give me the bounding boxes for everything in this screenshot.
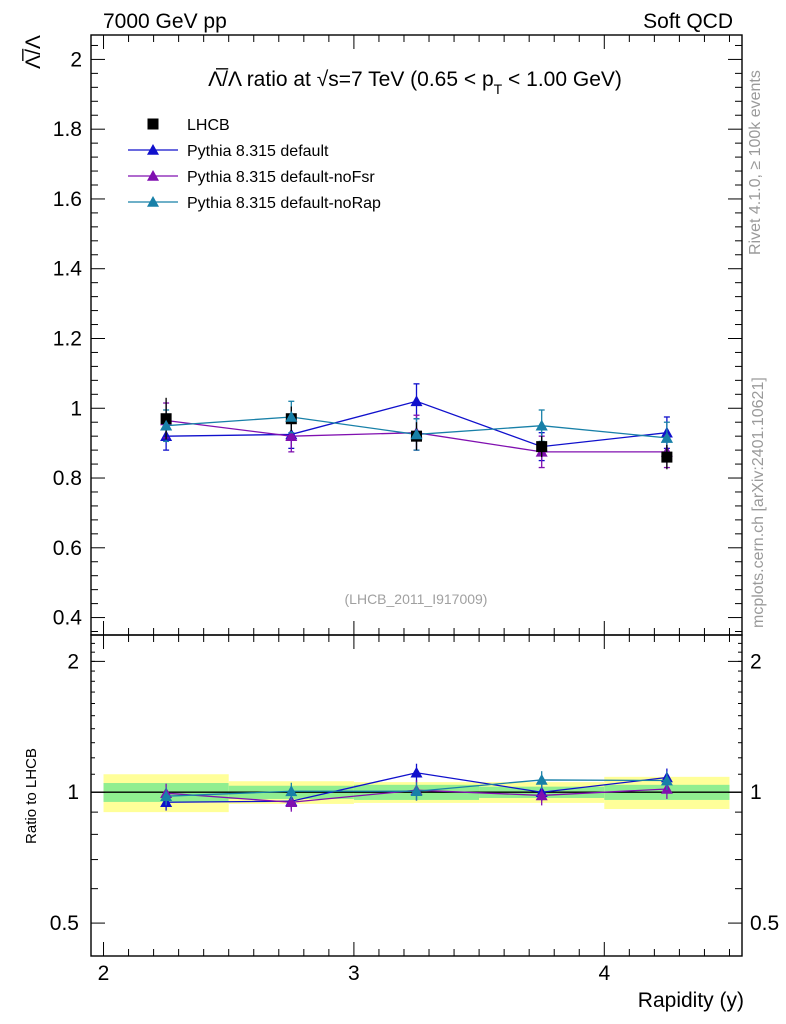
ratio-y-tick-label-right: 0.5	[750, 912, 779, 935]
legend-marker-data	[147, 118, 159, 130]
y-tick-label: 1.4	[53, 258, 83, 281]
ratio-y-tick-label: 0.5	[50, 912, 79, 935]
series-point-top	[660, 431, 673, 443]
plot-title-sub: T	[494, 81, 503, 97]
ratio-point	[535, 773, 548, 785]
series-point	[285, 430, 298, 441]
header-right: Soft QCD	[643, 10, 733, 33]
ratio-y-axis-title: Ratio to LHCB	[23, 748, 40, 844]
series-point-top	[410, 428, 423, 440]
series-point-top	[535, 419, 548, 431]
ratio-y-tick-label: 2	[67, 650, 79, 673]
main-plot-panel: 2 3 4 0.4 0.6 0.8 1 1.2 1.4 1.6 1.8 2	[53, 34, 743, 985]
ratio-point	[285, 796, 298, 808]
y-tick-label: 0.4	[53, 607, 83, 630]
plot-title: Λ̅/Λ ratio at √s=7 TeV (0.65 < pT < 1.00…	[208, 68, 622, 97]
legend-marker	[147, 144, 159, 155]
legend-marker	[147, 170, 159, 181]
ratio-y-tick-label-right: 2	[750, 650, 762, 673]
y-tick-label: 2	[70, 48, 82, 71]
series-point-top	[285, 410, 298, 422]
data-point	[536, 441, 548, 453]
x-tick-label: 3	[348, 962, 360, 985]
legend-marker	[147, 196, 159, 207]
ratio-plot-panel: 0.5 0.5 1 1 2 2	[50, 634, 779, 957]
x-axis-title: Rapidity (y)	[638, 989, 744, 1012]
ratio-y-tick-label-right: 1	[750, 781, 762, 804]
x-tick-label: 2	[98, 962, 110, 985]
plot-title-end: < 1.00 GeV)	[502, 68, 622, 91]
series-point	[410, 395, 423, 407]
data-point	[661, 451, 673, 463]
y-tick-label: 1.8	[53, 118, 82, 141]
series-point-top	[160, 419, 173, 431]
y-tick-label: 1.6	[53, 188, 82, 211]
legend-label: Pythia 8.315 default	[187, 143, 329, 160]
ratio-point	[410, 766, 423, 778]
ratio-plot-frame	[90, 634, 743, 957]
y-tick-label: 0.6	[53, 537, 82, 560]
analysis-watermark: (LHCB_2011_I917009)	[345, 591, 488, 607]
y-axis-title: Λ̅/Λ	[22, 35, 45, 69]
legend-label: LHCB	[187, 117, 230, 134]
legend-label: Pythia 8.315 default-noRap	[187, 195, 381, 212]
ratio-point	[535, 789, 548, 801]
legend: LHCB Pythia 8.315 default Pythia 8.315 def…	[128, 117, 381, 212]
rivet-label: Rivet 4.1.0, ≥ 100k events	[747, 70, 764, 255]
header-left: 7000 GeV pp	[103, 10, 227, 33]
ratio-point	[285, 785, 298, 797]
mcplots-label: mcplots.cern.ch [arXiv:2401.10621]	[750, 377, 767, 628]
ratio-y-tick-label: 1	[67, 781, 79, 804]
data-point	[160, 413, 172, 425]
ratio-point	[660, 774, 673, 786]
y-tick-label: 1.2	[53, 327, 82, 350]
plot-title-main: Λ̅/Λ ratio at √s=7 TeV (0.65 < p	[208, 68, 494, 91]
legend-label: Pythia 8.315 default-noFsr	[187, 169, 375, 186]
y-tick-label: 0.8	[53, 467, 82, 490]
y-tick-label: 1	[70, 397, 82, 420]
ratio-point	[160, 790, 173, 801]
x-tick-label: 4	[598, 962, 610, 985]
ratio-point	[410, 785, 423, 797]
